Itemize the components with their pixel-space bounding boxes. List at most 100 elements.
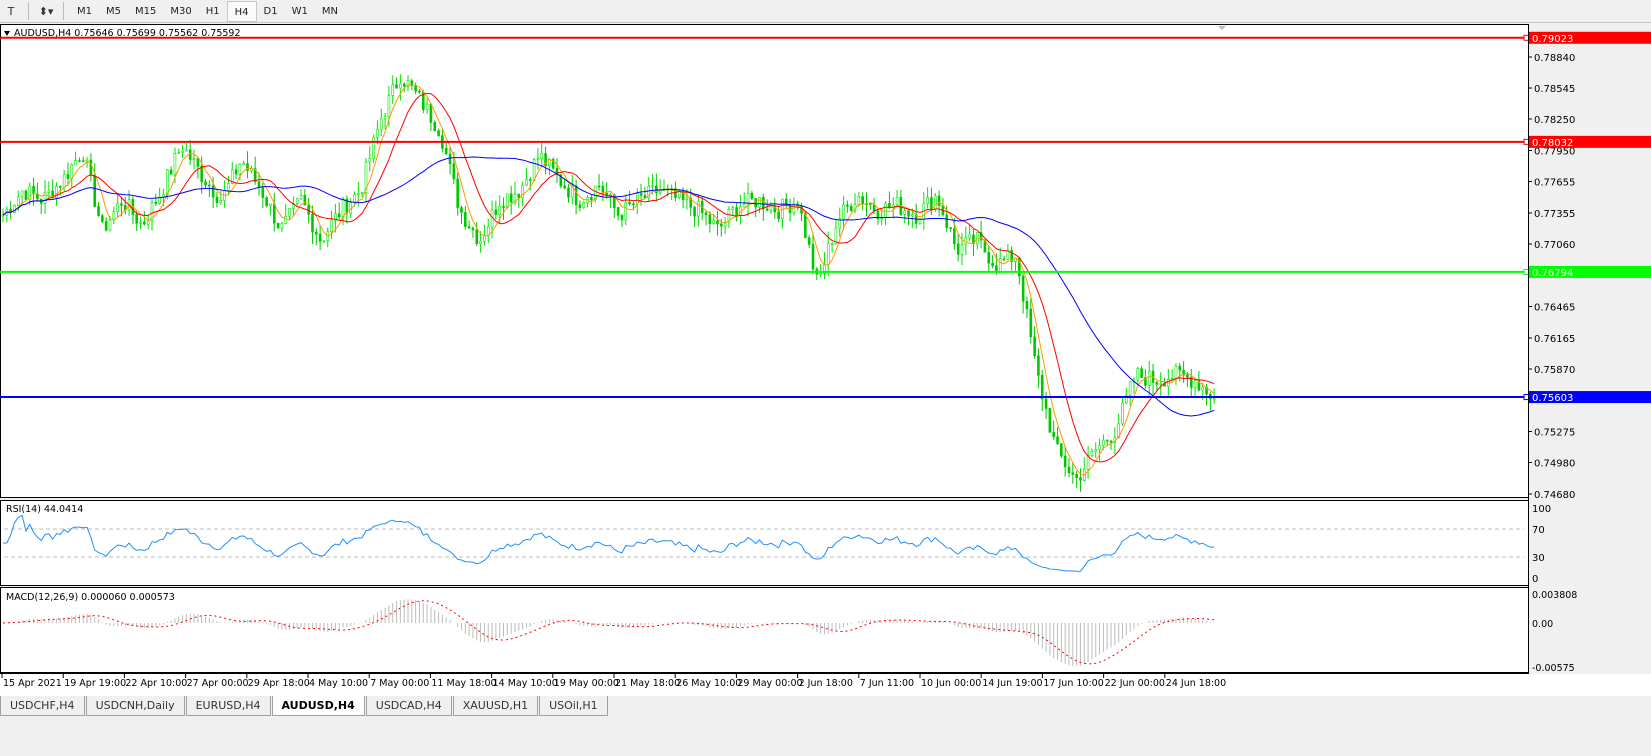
timeframe-m1[interactable]: M1 xyxy=(77,5,92,17)
candle xyxy=(804,211,807,239)
candle xyxy=(318,225,322,251)
candle-body xyxy=(399,83,402,89)
candle-body xyxy=(1128,381,1132,396)
candle-body xyxy=(1197,380,1201,391)
candle xyxy=(628,190,631,206)
candle xyxy=(903,207,906,224)
candle xyxy=(418,89,421,94)
candle xyxy=(838,207,842,237)
candle-body xyxy=(43,192,47,204)
candle-body xyxy=(765,208,769,211)
candle xyxy=(937,190,941,217)
candle xyxy=(93,163,96,208)
time-label: 26 May 10:00 xyxy=(676,678,741,689)
candle-body xyxy=(188,149,192,160)
macd-panel xyxy=(0,587,1529,673)
timeframe-m30[interactable]: M30 xyxy=(170,5,192,17)
divider xyxy=(28,2,29,20)
candle xyxy=(1063,446,1067,477)
candle xyxy=(842,195,845,231)
candle-body xyxy=(211,185,215,198)
candle xyxy=(1071,461,1075,484)
timeframe-m15[interactable]: M15 xyxy=(135,5,157,17)
price-tick-label: 0.77355 xyxy=(1534,209,1575,220)
candle-body xyxy=(315,231,318,235)
candle-body xyxy=(540,153,544,159)
candle xyxy=(101,213,104,224)
candle xyxy=(590,193,593,208)
tab-audusd-h4[interactable]: AUDUSD,H4 xyxy=(271,696,365,716)
candle xyxy=(735,202,738,222)
candle xyxy=(582,200,586,210)
candle xyxy=(1010,246,1013,271)
candle xyxy=(391,75,395,105)
candle xyxy=(525,167,528,187)
candle-body xyxy=(1025,300,1029,310)
candle xyxy=(116,193,119,218)
time-label: 15 Apr 2021 xyxy=(3,678,62,689)
price-tick-label: 0.74980 xyxy=(1534,458,1575,469)
candle xyxy=(479,231,482,253)
candle-body xyxy=(154,202,158,204)
candle-body xyxy=(750,192,754,199)
timeframe-bar: M1 M5 M15 M30 H1 H4 D1 W1 MN xyxy=(70,0,345,22)
candle-body xyxy=(857,196,861,205)
candle xyxy=(448,146,452,175)
price-label-bg xyxy=(1529,31,1651,44)
candle xyxy=(315,228,318,246)
candle xyxy=(169,166,173,175)
candle-body xyxy=(357,193,360,195)
candle xyxy=(1029,297,1033,344)
candle-body xyxy=(567,187,570,198)
candle-body xyxy=(387,95,391,118)
candle xyxy=(643,186,647,199)
candle xyxy=(811,232,815,275)
candle xyxy=(1121,397,1124,426)
candle-body xyxy=(525,179,528,186)
chart-area[interactable]: 0.78840 0.78545 0.78250 0.77950 0.77655 0.773… xyxy=(0,24,1651,696)
tab-usdcad-h4[interactable]: USDCAD,H4 xyxy=(365,696,452,716)
candle xyxy=(211,176,215,209)
timeframe-w1[interactable]: W1 xyxy=(291,5,308,17)
tab-eurusd-h4[interactable]: EURUSD,H4 xyxy=(185,696,271,716)
timeframe-mn[interactable]: MN xyxy=(321,5,338,17)
candle xyxy=(1033,326,1036,359)
tab-usdchf-h4[interactable]: USDCHF,H4 xyxy=(0,696,85,716)
candle xyxy=(655,173,658,202)
tab-usoil-h1[interactable]: USOil,H1 xyxy=(539,696,608,716)
candle xyxy=(807,235,811,248)
candle-body xyxy=(937,195,941,206)
candle-body xyxy=(177,152,181,154)
timeframe-h4[interactable]: H4 xyxy=(226,0,257,22)
time-label: 29 May 00:00 xyxy=(737,678,802,689)
candle xyxy=(502,197,505,220)
candle xyxy=(540,143,544,165)
candle xyxy=(299,189,303,201)
candle-body xyxy=(307,204,310,215)
candle-body xyxy=(139,221,142,224)
candle xyxy=(926,187,929,209)
candle-body xyxy=(246,163,249,171)
tab-xauusd-h1[interactable]: XAUUSD,H1 xyxy=(452,696,539,716)
candle-body xyxy=(196,158,200,167)
candle-body xyxy=(1102,439,1105,446)
candle xyxy=(750,190,754,201)
candle-body xyxy=(150,202,154,222)
candle xyxy=(276,222,280,229)
timeframe-h1[interactable]: H1 xyxy=(205,5,220,17)
arrows-tool-icon[interactable]: ⬍▾ xyxy=(38,4,54,18)
candle-body xyxy=(169,169,173,175)
candle-body xyxy=(502,206,505,208)
timeframe-d1[interactable]: D1 xyxy=(263,5,278,17)
candle xyxy=(1102,434,1105,451)
tab-usdcnh-daily[interactable]: USDCNH,Daily xyxy=(85,696,185,716)
time-label: 11 May 18:00 xyxy=(431,678,496,689)
candle-body xyxy=(509,193,513,203)
candle xyxy=(322,240,326,243)
timeframe-m5[interactable]: M5 xyxy=(106,5,121,17)
candle xyxy=(383,112,387,130)
text-tool-icon[interactable]: T xyxy=(7,4,15,18)
candle xyxy=(444,141,448,155)
candle-body xyxy=(693,207,696,217)
candle xyxy=(467,220,471,229)
